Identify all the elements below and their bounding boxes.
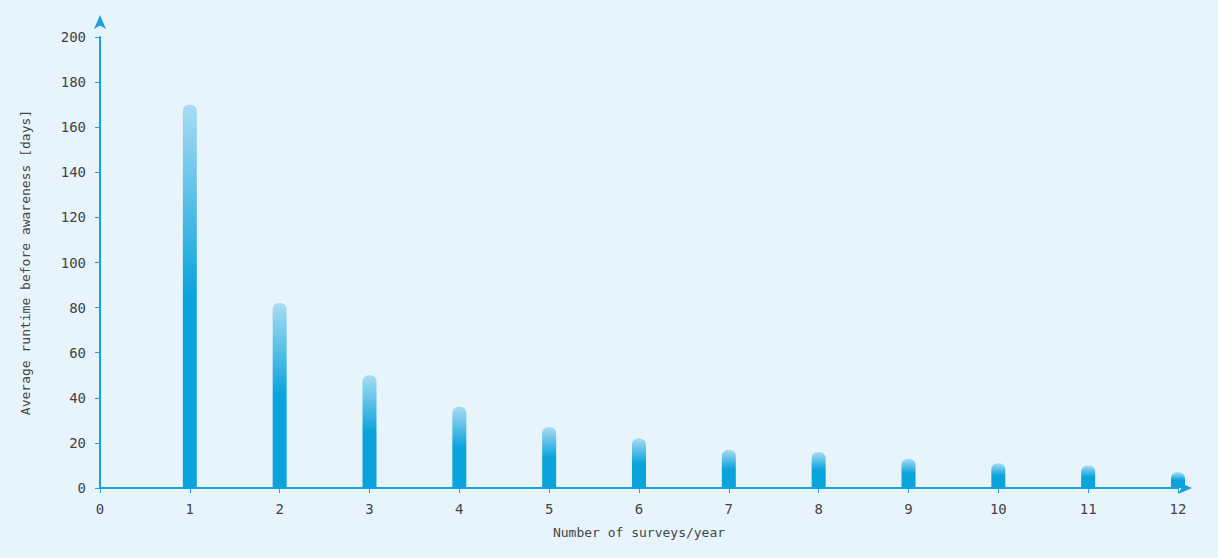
svg-text:5: 5 bbox=[545, 501, 553, 517]
svg-text:180: 180 bbox=[61, 74, 86, 90]
svg-text:20: 20 bbox=[69, 435, 86, 451]
svg-text:Number of surveys/year: Number of surveys/year bbox=[553, 525, 725, 540]
svg-text:160: 160 bbox=[61, 119, 86, 135]
svg-text:0: 0 bbox=[96, 501, 104, 517]
svg-text:6: 6 bbox=[635, 501, 643, 517]
svg-text:80: 80 bbox=[69, 300, 86, 316]
svg-text:200: 200 bbox=[61, 29, 86, 45]
svg-text:Average runtime before awarene: Average runtime before awareness [days] bbox=[18, 110, 33, 415]
svg-text:12: 12 bbox=[1170, 501, 1187, 517]
svg-text:60: 60 bbox=[69, 345, 86, 361]
svg-text:40: 40 bbox=[69, 390, 86, 406]
svg-text:100: 100 bbox=[61, 255, 86, 271]
svg-text:9: 9 bbox=[904, 501, 912, 517]
svg-text:1: 1 bbox=[186, 501, 194, 517]
svg-text:4: 4 bbox=[455, 501, 463, 517]
svg-text:120: 120 bbox=[61, 209, 86, 225]
svg-text:7: 7 bbox=[725, 501, 733, 517]
svg-text:10: 10 bbox=[990, 501, 1007, 517]
svg-text:0: 0 bbox=[78, 480, 86, 496]
svg-text:3: 3 bbox=[365, 501, 373, 517]
svg-text:140: 140 bbox=[61, 164, 86, 180]
svg-text:11: 11 bbox=[1080, 501, 1097, 517]
svg-text:2: 2 bbox=[275, 501, 283, 517]
svg-text:8: 8 bbox=[814, 501, 822, 517]
